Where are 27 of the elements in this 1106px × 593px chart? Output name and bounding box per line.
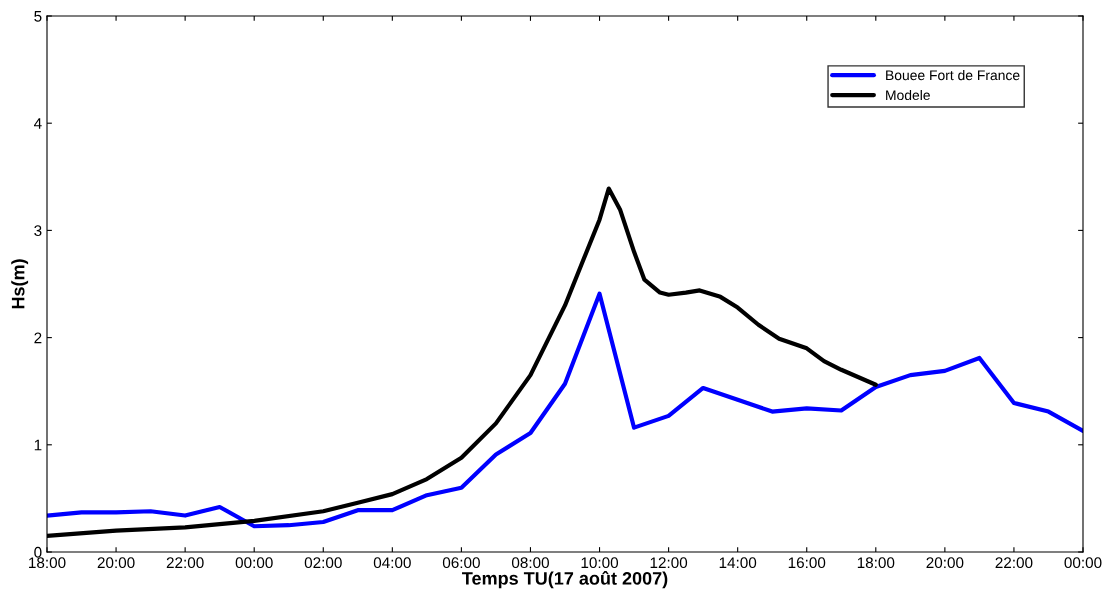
x-tick-label: 02:00 [304,557,342,569]
x-tick-label: 16:00 [788,557,826,569]
line-series [47,291,1083,529]
y-tick-label: 3 [34,225,42,237]
x-tick-label: 14:00 [719,557,757,569]
legend-label: Modele [886,89,930,101]
x-tick-label: 20:00 [926,557,964,569]
x-tick-label: 06:00 [442,557,480,569]
x-tick-label: 22:00 [995,557,1033,569]
y-axis-title: Hs(m) [11,259,29,309]
y-tick-label: 4 [33,118,42,129]
x-tick-label: 00:00 [1064,557,1102,569]
x-tick-label: 10:00 [581,557,619,569]
legend-label: Bouee Fort de France [886,69,1020,81]
x-tick-label: 04:00 [373,557,411,569]
x-tick-label: 00:00 [235,557,273,569]
y-tick-label: 1 [34,439,42,451]
y-tick-label: 5 [34,11,42,22]
x-tick-label: 18:00 [857,557,895,569]
x-tick-label: 08:00 [511,557,549,569]
y-tick-label: 2 [34,332,42,344]
x-tick-label: 18:00 [29,557,66,569]
x-tick-label: 20:00 [97,557,135,569]
x-tick-label: 12:00 [650,557,688,569]
x-tick-label: 22:00 [166,557,204,569]
y-tick-label: 0 [34,546,42,558]
x-axis-title: Temps TU(17 août 2007) [462,571,668,589]
